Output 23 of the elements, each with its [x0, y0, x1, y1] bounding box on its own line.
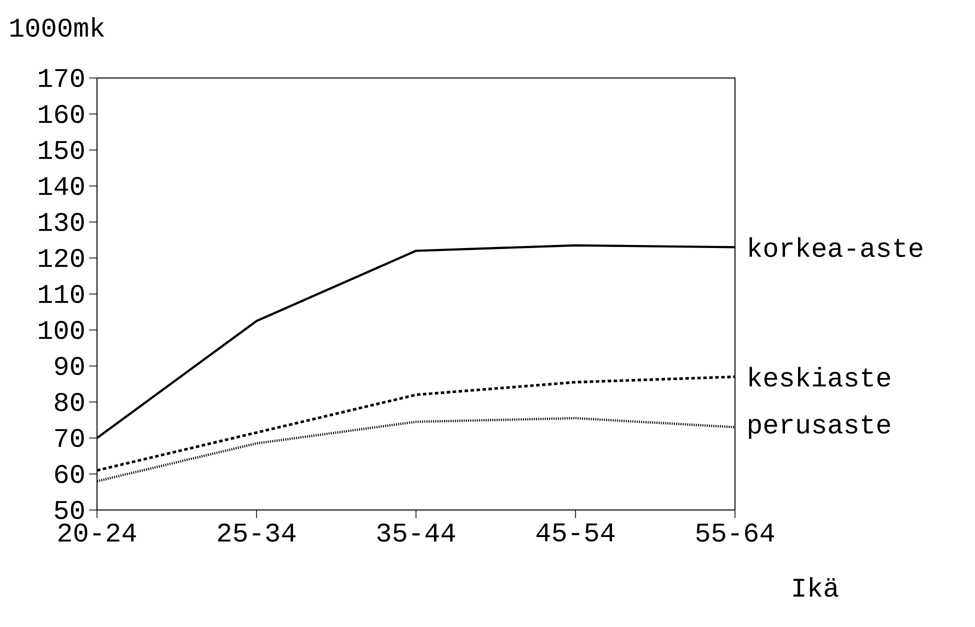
y-tick-label: 110: [39, 284, 84, 304]
x-tick-label: 25-34: [218, 524, 296, 542]
x-tick-label: 20-24: [58, 524, 136, 542]
y-tick-label: 160: [39, 104, 84, 124]
series-label: keskiaste: [750, 366, 890, 387]
y-axis-title: 1000mk: [10, 17, 104, 37]
y-tick-label: 170: [39, 68, 84, 88]
y-tick-label: 100: [39, 320, 84, 340]
x-tick-label: 45-54: [536, 524, 614, 542]
x-tick-label: 35-44: [377, 524, 455, 542]
y-tick-label: 80: [54, 392, 84, 412]
x-axis-title: Ikä: [793, 577, 838, 597]
y-tick-label: 90: [55, 356, 84, 376]
y-tick-label: 70: [55, 428, 84, 448]
x-tick-label: 55-64: [696, 524, 774, 542]
y-tick-label: 150: [39, 140, 84, 160]
y-tick-label: 140: [39, 176, 84, 196]
series-label: korkea-aste: [750, 237, 922, 258]
y-tick-label: 50: [54, 500, 84, 520]
series-label: perusaste: [748, 415, 890, 439]
y-tick-label: 60: [55, 464, 84, 484]
y-tick-label: 130: [39, 212, 84, 232]
y-tick-label: 120: [39, 248, 84, 268]
